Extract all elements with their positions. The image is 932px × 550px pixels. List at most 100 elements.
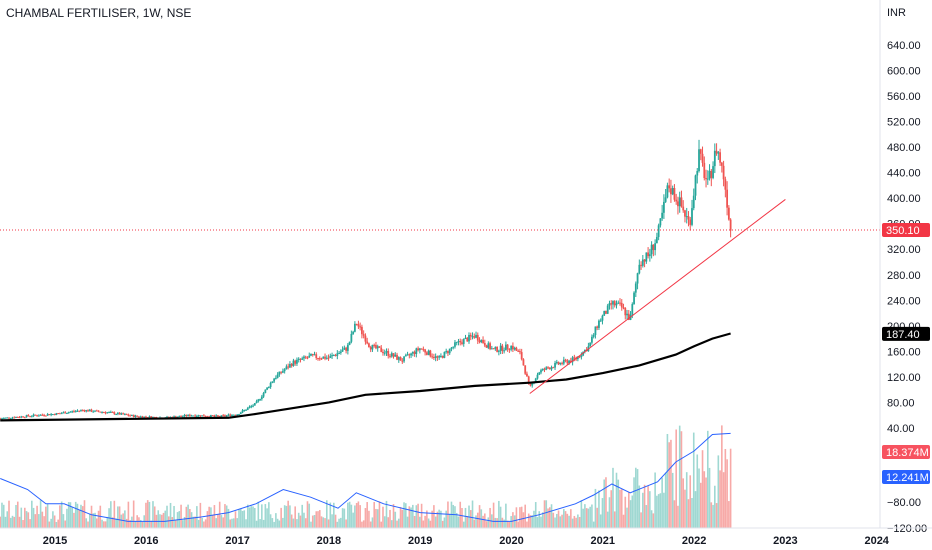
candle-body <box>562 359 565 364</box>
volume-bar <box>46 503 49 528</box>
volume-bar <box>696 454 699 528</box>
volume-bar <box>601 498 604 528</box>
volume-bar <box>32 507 35 528</box>
candle-body <box>496 346 499 352</box>
volume-bar <box>617 479 620 528</box>
volume-bar <box>420 503 423 528</box>
candle-body <box>243 409 246 411</box>
volume-bar <box>431 510 433 528</box>
candle-body <box>150 416 153 419</box>
volume-bar <box>31 500 33 528</box>
candle-body <box>420 348 423 350</box>
volume-bar <box>441 520 444 528</box>
volume-bar <box>350 504 353 528</box>
candle-body <box>601 315 604 321</box>
volume-bar <box>620 489 623 528</box>
candle-body <box>29 416 31 418</box>
volume-bar <box>548 507 551 528</box>
candle-body <box>684 210 686 217</box>
volume-bar <box>635 467 637 528</box>
x-tick-label: 2015 <box>43 535 67 547</box>
candle-body <box>43 414 46 416</box>
candle-body <box>134 415 137 417</box>
candle-body <box>44 415 47 417</box>
time-axis[interactable]: 2015 2016 2017 2018 2019 2020 2021 2022 2023 2024 <box>0 527 932 547</box>
volume-bar <box>238 509 240 528</box>
candle-body <box>482 339 484 344</box>
candle-body <box>36 415 38 417</box>
volume-bar <box>185 506 188 528</box>
volume-bar <box>699 482 702 528</box>
volume-bar <box>236 518 239 528</box>
candle-body <box>599 320 602 322</box>
candle-body <box>248 406 251 408</box>
candle-body <box>81 409 84 411</box>
volume-bar <box>582 508 584 528</box>
candle-body <box>111 411 114 413</box>
candle-body <box>99 411 102 413</box>
volume-bar <box>24 507 26 528</box>
y-tick-label: 640.00 <box>887 40 921 52</box>
volume-bar <box>182 520 184 528</box>
candle-body <box>520 352 523 360</box>
candle-body <box>364 335 367 342</box>
candle-body <box>673 187 676 200</box>
volume-bar <box>438 509 440 528</box>
volume-bar <box>88 513 91 528</box>
candle-body <box>557 361 560 365</box>
volume-bar <box>482 515 484 528</box>
volume-bar <box>262 519 265 528</box>
volume-bar <box>466 516 469 528</box>
candle-body <box>555 361 558 364</box>
volume-bar <box>469 510 472 528</box>
volume-bar <box>445 510 447 528</box>
candle-body <box>670 188 672 195</box>
candle-body <box>188 414 191 417</box>
volume-bar <box>64 520 66 528</box>
volume-bar <box>167 516 170 528</box>
candle-body <box>436 356 439 358</box>
candle-body <box>11 417 14 419</box>
candle-body <box>645 252 648 262</box>
candle-body <box>375 345 377 349</box>
volume-bar <box>694 491 697 528</box>
volume-bar <box>668 442 670 528</box>
candle-body <box>373 344 376 346</box>
candle-body <box>652 244 655 251</box>
volume-bar <box>273 521 275 528</box>
candle-body <box>313 354 316 356</box>
y-tick-label: 400.00 <box>887 193 921 205</box>
volume-bar <box>396 520 398 528</box>
volume-bar <box>647 486 649 528</box>
volume-bar <box>333 502 335 528</box>
volume-bar <box>613 511 616 528</box>
x-tick-label: 2022 <box>682 535 706 547</box>
candle-body <box>181 416 184 418</box>
volume-bar <box>275 513 277 528</box>
candle-body <box>4 417 7 419</box>
volume-bar <box>66 508 68 528</box>
volume-bar <box>392 504 395 528</box>
candle-body <box>698 149 700 172</box>
candle-body <box>631 304 634 315</box>
volume-bar <box>85 518 88 528</box>
candle-body <box>552 367 555 369</box>
candle-body <box>678 197 681 207</box>
candlestick-series <box>0 139 732 420</box>
volume-bar <box>239 508 242 528</box>
candle-body <box>239 412 242 415</box>
candle-body <box>234 414 237 416</box>
volume-badge: 18.374M <box>886 447 929 459</box>
volume-bar <box>329 502 332 528</box>
candle-body <box>483 343 486 346</box>
candle-body <box>361 326 363 335</box>
price-axis[interactable]: INR 640.00 600.00 560.00 520.00 480.00 440.00 4… <box>879 0 927 535</box>
volume-bar <box>208 506 210 528</box>
y-tick-label: −80.00 <box>887 497 921 509</box>
candle-body <box>677 201 679 207</box>
candle-body <box>366 341 369 344</box>
volume-bar <box>649 491 651 528</box>
volume-bar <box>487 517 490 528</box>
candle-body <box>547 367 549 369</box>
